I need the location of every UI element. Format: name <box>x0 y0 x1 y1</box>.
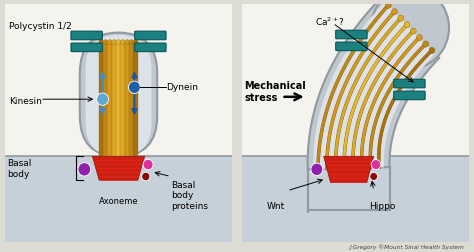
Circle shape <box>311 164 323 176</box>
Text: Basal
body
proteins: Basal body proteins <box>171 180 208 210</box>
Bar <box>125 43 129 180</box>
FancyBboxPatch shape <box>394 80 425 88</box>
Circle shape <box>125 41 129 45</box>
Polygon shape <box>308 0 439 170</box>
FancyBboxPatch shape <box>336 31 367 40</box>
Bar <box>116 43 121 180</box>
Text: Dynein: Dynein <box>166 82 198 91</box>
Circle shape <box>370 173 378 181</box>
FancyBboxPatch shape <box>80 34 157 157</box>
Circle shape <box>404 22 410 28</box>
Circle shape <box>385 3 391 9</box>
Circle shape <box>112 41 117 45</box>
Bar <box>129 43 134 180</box>
Bar <box>120 43 125 180</box>
Circle shape <box>128 82 140 94</box>
Circle shape <box>410 29 416 35</box>
Circle shape <box>142 173 150 181</box>
Bar <box>5 157 232 242</box>
Circle shape <box>97 94 109 106</box>
Circle shape <box>129 41 134 45</box>
FancyBboxPatch shape <box>135 32 166 41</box>
Circle shape <box>116 41 121 45</box>
Text: Mechanical
stress: Mechanical stress <box>244 81 306 102</box>
Text: Wnt: Wnt <box>267 202 285 211</box>
FancyBboxPatch shape <box>135 44 166 52</box>
Bar <box>108 43 112 180</box>
Text: Kinesin: Kinesin <box>9 97 42 105</box>
Circle shape <box>99 41 104 45</box>
Bar <box>112 43 117 180</box>
FancyBboxPatch shape <box>71 44 102 52</box>
Text: J Gregory ©Mount Sinai Health System: J Gregory ©Mount Sinai Health System <box>350 244 465 249</box>
Bar <box>133 43 138 180</box>
Circle shape <box>78 163 91 176</box>
Circle shape <box>120 41 125 45</box>
Circle shape <box>371 160 381 170</box>
Bar <box>103 43 108 180</box>
Polygon shape <box>324 157 374 183</box>
Text: Hippo: Hippo <box>370 202 396 211</box>
Text: Basal
body: Basal body <box>7 159 31 178</box>
Circle shape <box>143 160 153 170</box>
FancyBboxPatch shape <box>336 43 367 51</box>
Bar <box>99 43 104 180</box>
FancyBboxPatch shape <box>71 32 102 41</box>
Text: Polycystin 1/2: Polycystin 1/2 <box>9 22 72 30</box>
Text: Axoneme: Axoneme <box>99 196 138 205</box>
Circle shape <box>103 41 108 45</box>
FancyBboxPatch shape <box>85 36 152 157</box>
Circle shape <box>392 10 398 16</box>
Polygon shape <box>92 157 145 180</box>
Circle shape <box>398 16 404 22</box>
Polygon shape <box>313 3 435 169</box>
Circle shape <box>133 41 138 45</box>
Text: $\rm Ca^{2+}$?: $\rm Ca^{2+}$? <box>315 16 345 28</box>
Circle shape <box>417 35 422 41</box>
Bar <box>242 157 469 242</box>
Circle shape <box>423 42 428 48</box>
Circle shape <box>371 0 449 69</box>
Circle shape <box>108 41 112 45</box>
Circle shape <box>429 48 435 54</box>
Text: J Gregory: J Gregory <box>9 14 16 15</box>
FancyBboxPatch shape <box>394 92 425 100</box>
